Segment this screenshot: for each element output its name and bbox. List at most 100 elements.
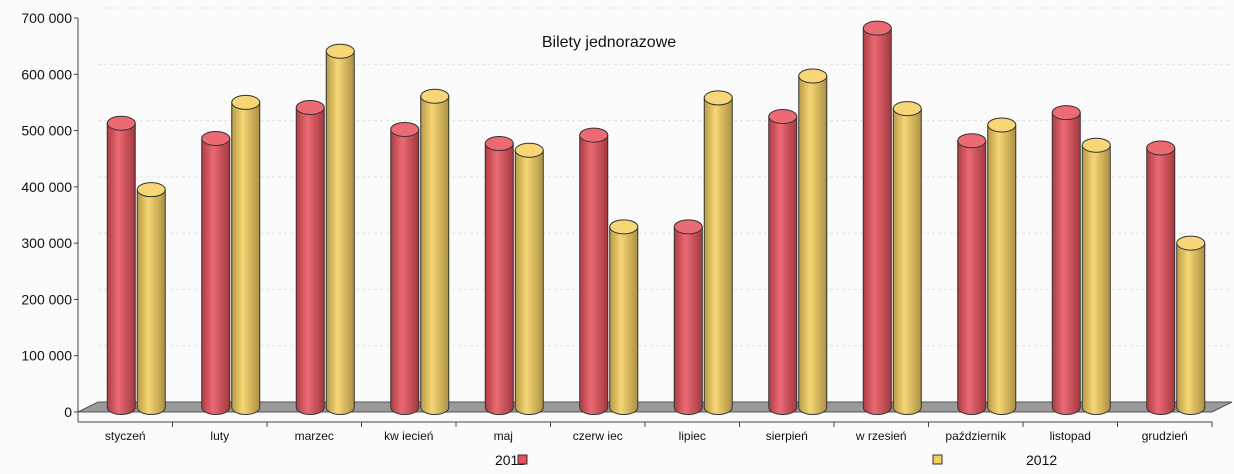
x-tick-label: czerw iec (573, 429, 623, 443)
bar-top (201, 130, 231, 146)
bar-2012 (231, 94, 261, 415)
bar-body (1146, 147, 1176, 415)
bar-top (514, 142, 544, 158)
bar-top (1051, 105, 1081, 121)
bar-body (892, 108, 922, 415)
bar-body (1051, 112, 1081, 415)
bar-body (957, 140, 987, 415)
bar-2012 (514, 142, 544, 415)
legend-swatch (517, 454, 528, 465)
x-tick-label: w rzesień (855, 429, 907, 443)
bar-top (136, 182, 166, 198)
x-tick-label: kw iecień (384, 429, 433, 443)
bar-body (295, 106, 325, 415)
bar-2012 (136, 182, 166, 415)
x-tick-label: lipiec (679, 429, 706, 443)
bar-2011 (957, 133, 987, 415)
bar-body (201, 137, 231, 415)
bar-2011 (862, 20, 892, 415)
bar-body (609, 226, 639, 415)
bar-body (1081, 144, 1111, 415)
bar-top (231, 94, 261, 110)
x-tick-label: sierpień (766, 429, 808, 443)
bar-2011 (579, 127, 609, 415)
bar-top (957, 133, 987, 149)
legend-swatch (932, 454, 943, 465)
y-tick-label: 200 000 (21, 291, 72, 307)
y-tick-label: 700 000 (21, 10, 72, 26)
legend: 2011 2012 (495, 452, 1057, 468)
bar-top (987, 117, 1017, 133)
y-axis: 0 100 000 200 000 300 000 400 000 500 000 600 … (21, 10, 79, 422)
x-tick-label: luty (210, 429, 229, 443)
bar-2012 (798, 68, 828, 415)
bar-body (484, 143, 514, 415)
bar-body (106, 122, 136, 415)
gridlines (98, 7, 1232, 403)
bar-body (768, 116, 798, 415)
bar-body (673, 226, 703, 415)
bar-top (768, 109, 798, 125)
bar-top (106, 115, 136, 131)
bar-2011 (484, 136, 514, 415)
bar-2012 (325, 43, 355, 415)
bar-top (295, 99, 325, 115)
y-tick-label: 100 000 (21, 348, 72, 364)
bar-top (579, 127, 609, 143)
x-tick-label: marzec (295, 429, 334, 443)
chart-floor (77, 401, 1233, 413)
bar-body (862, 27, 892, 415)
bar-2012 (420, 88, 450, 415)
bar-body (325, 50, 355, 415)
bar-2012 (892, 101, 922, 415)
x-tick-label: listopad (1050, 429, 1091, 443)
bar-top (484, 136, 514, 152)
x-axis: styczeń luty marzec kw iecień maj czerw iec li… (78, 421, 1213, 443)
bar-top (673, 219, 703, 235)
chart-title: Bilety jednorazowe (542, 34, 676, 51)
bar-top (420, 88, 450, 104)
bar-body (136, 189, 166, 415)
bar-2011 (1146, 140, 1176, 415)
bar-body (1176, 242, 1206, 415)
bar-top (862, 20, 892, 36)
bar-top (609, 219, 639, 235)
y-tick-label: 600 000 (21, 66, 72, 82)
bar-2011 (201, 130, 231, 415)
bar-body (987, 124, 1017, 415)
bar-body (514, 149, 544, 415)
bar-top (325, 43, 355, 59)
x-tick-label: styczeń (105, 429, 146, 443)
bar-body (798, 75, 828, 415)
bar-body (579, 134, 609, 415)
bar-2012 (609, 219, 639, 415)
x-tick-label: grudzień (1142, 429, 1188, 443)
y-tick-label: 400 000 (21, 179, 72, 195)
bar-2012 (1081, 137, 1111, 415)
y-tick-label: 300 000 (21, 235, 72, 251)
bar-top (1176, 235, 1206, 251)
bar-2011 (673, 219, 703, 415)
bar-2011 (390, 121, 420, 415)
bar-top (798, 68, 828, 84)
bar-2012 (703, 90, 733, 415)
y-tick-label: 0 (64, 404, 72, 420)
bar-body (703, 97, 733, 415)
bar-body (231, 101, 261, 415)
bar-2011 (295, 99, 325, 415)
bar-top (703, 90, 733, 106)
bar-2012 (1176, 235, 1206, 415)
bar-top (1146, 140, 1176, 156)
bar-2011 (106, 115, 136, 415)
bar-body (420, 95, 450, 415)
bar-top (1081, 137, 1111, 153)
x-tick-label: maj (494, 429, 513, 443)
bar-top (892, 101, 922, 117)
legend-label: 2012 (1026, 452, 1057, 468)
bar-2012 (987, 117, 1017, 415)
y-tick-label: 500 000 (21, 123, 72, 139)
bars (106, 20, 1206, 415)
x-tick-label: październik (945, 429, 1007, 443)
